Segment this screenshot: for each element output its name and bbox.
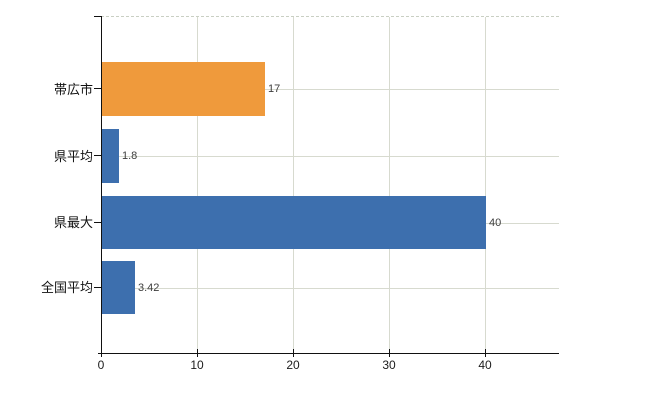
value-label: 3.42 xyxy=(138,281,160,294)
y-gridline xyxy=(101,89,559,90)
y-axis-tick xyxy=(94,155,101,156)
y-axis-tick xyxy=(94,222,101,223)
bar-row: 17 xyxy=(101,62,559,116)
x-axis-tick xyxy=(389,349,390,357)
data-bar xyxy=(102,129,119,183)
value-label: 40 xyxy=(489,216,502,229)
data-bar xyxy=(102,196,486,249)
bar-row: 1.8 xyxy=(101,129,559,183)
value-label: 17 xyxy=(268,83,281,95)
x-gridline xyxy=(485,17,486,353)
x-axis-tick xyxy=(101,349,102,357)
x-axis-tick xyxy=(197,349,198,357)
y-axis-tick xyxy=(94,88,101,89)
category-label: 帯広市 xyxy=(53,81,93,97)
x-tick-label: 40 xyxy=(478,358,492,372)
category-label: 県最大 xyxy=(53,215,93,230)
x-tick-label: 0 xyxy=(97,358,105,372)
x-axis-tick xyxy=(293,349,294,357)
y-axis-line xyxy=(101,16,102,357)
x-axis-tick xyxy=(485,349,486,357)
plot-area: 17 1.8 40 3.42 xyxy=(101,16,559,353)
data-bar xyxy=(102,62,265,116)
value-label: 1.8 xyxy=(122,150,138,162)
y-axis-tick xyxy=(94,287,101,288)
x-tick-label: 30 xyxy=(382,358,396,372)
x-tick-label: 10 xyxy=(190,358,204,372)
bar-row: 40 xyxy=(101,196,559,249)
bar-row: 3.42 xyxy=(101,261,559,314)
data-bar xyxy=(102,261,135,314)
category-label: 全国平均 xyxy=(40,280,93,295)
x-gridline xyxy=(293,17,294,353)
y-gridline xyxy=(101,156,559,157)
x-gridline xyxy=(389,17,390,353)
y-gridline xyxy=(101,288,559,289)
x-axis-line xyxy=(98,353,559,354)
y-axis-tick xyxy=(94,16,101,17)
x-gridline xyxy=(197,17,198,353)
x-tick-label: 20 xyxy=(286,358,300,372)
category-label: 県平均 xyxy=(53,148,93,164)
